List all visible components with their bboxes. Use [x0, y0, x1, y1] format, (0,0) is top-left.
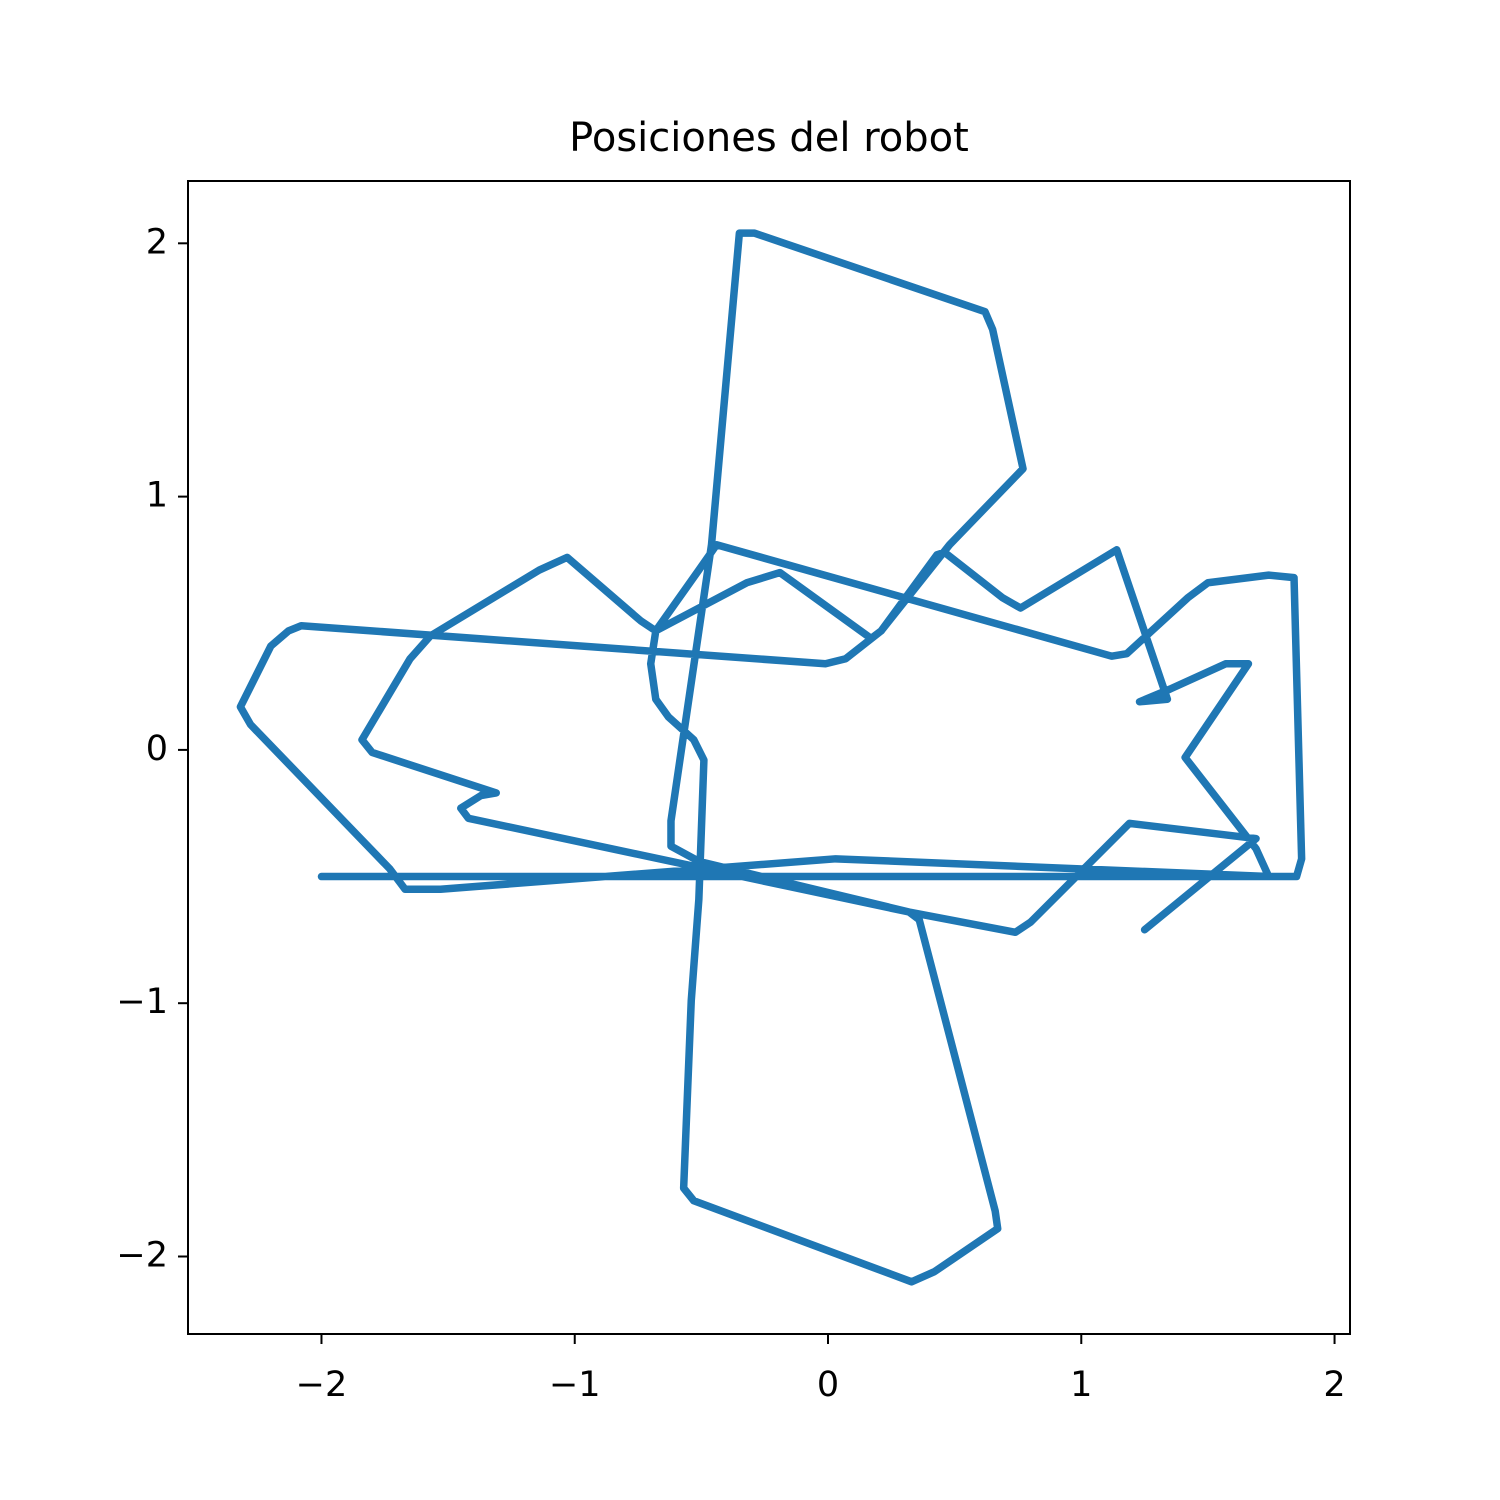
- x-tick-label: 0: [817, 1365, 839, 1405]
- plot-frame: [187, 180, 1351, 1335]
- y-tick-label: 0: [146, 729, 168, 769]
- x-tick-label: 1: [1070, 1365, 1092, 1405]
- trajectory-line: [236, 229, 1306, 1286]
- y-tick-label: −2: [116, 1235, 168, 1275]
- chart-title: Posiciones del robot: [569, 115, 969, 161]
- y-tick-label: −1: [116, 982, 168, 1022]
- x-tick-label: 2: [1323, 1365, 1345, 1405]
- x-tick-label: −2: [296, 1365, 348, 1405]
- y-tick-label: 2: [146, 222, 168, 262]
- y-tick-label: 1: [146, 476, 168, 516]
- x-tick-label: −1: [549, 1365, 601, 1405]
